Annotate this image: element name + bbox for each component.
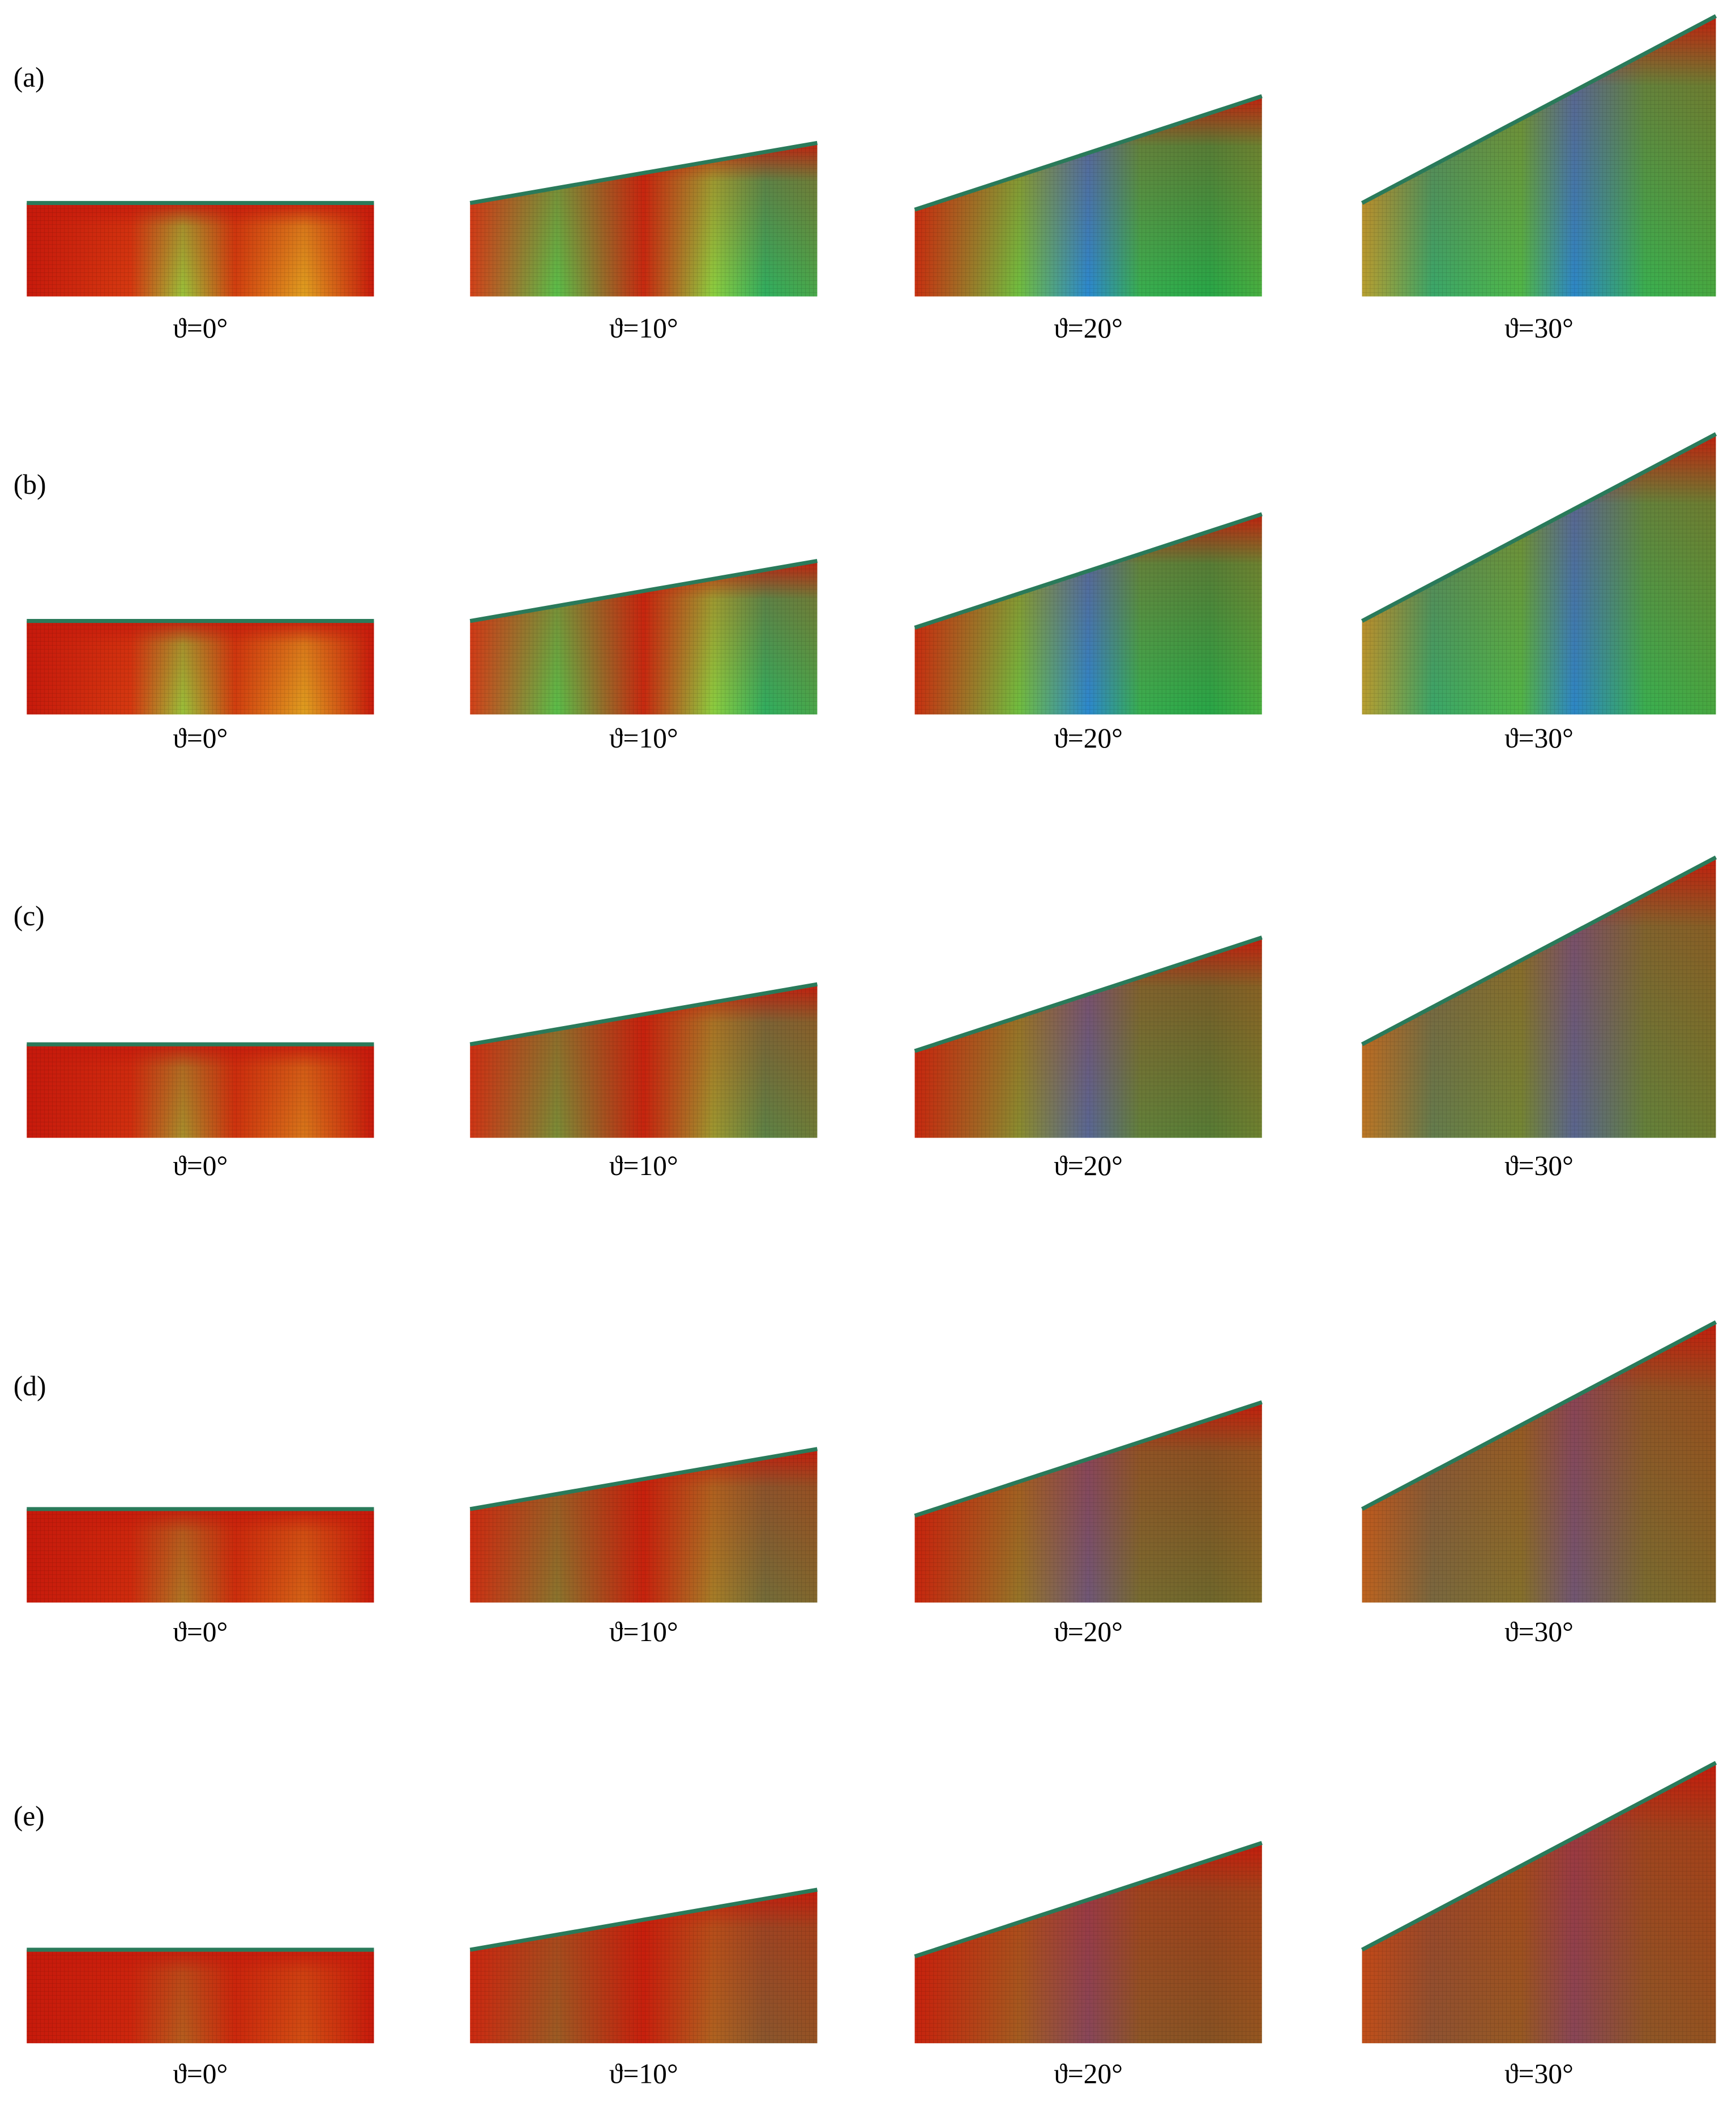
- panel-caption: ϑ=0°: [173, 1150, 228, 1181]
- surface-mesh: [1362, 1322, 1716, 1603]
- surface-mesh: [470, 561, 818, 715]
- top-edge: [914, 94, 1263, 212]
- panel-caption: ϑ=30°: [1504, 313, 1573, 344]
- top-edge: [1361, 14, 1717, 205]
- top-edge: [914, 1400, 1263, 1518]
- row-label: (b): [14, 469, 46, 500]
- panel-caption: ϑ=20°: [1054, 2058, 1123, 2089]
- panel-caption: ϑ=10°: [609, 1150, 678, 1181]
- surface-mesh: [914, 514, 1262, 715]
- simulation-panel: ϑ=10°: [469, 982, 818, 1181]
- figure-row: (c) ϑ=0° ϑ=10° ϑ=20° ϑ=30°: [14, 855, 1717, 1181]
- top-edge: [914, 935, 1263, 1053]
- panel-caption: ϑ=30°: [1504, 1616, 1573, 1647]
- surface-mesh: [27, 1509, 374, 1603]
- figure-row: (b) ϑ=0° ϑ=10° ϑ=20° ϑ=30°: [14, 432, 1717, 754]
- simulation-panel: ϑ=30°: [1361, 14, 1717, 344]
- top-edge: [1361, 1320, 1717, 1511]
- simulation-panel: ϑ=10°: [469, 1447, 818, 1647]
- panel-caption: ϑ=20°: [1054, 1616, 1123, 1647]
- row-label: (c): [14, 900, 45, 932]
- top-edge: [469, 982, 818, 1046]
- simulation-panel: ϑ=0°: [27, 200, 374, 344]
- simulation-panel: ϑ=20°: [914, 935, 1263, 1181]
- surface-mesh: [914, 1402, 1262, 1603]
- panel-caption: ϑ=0°: [173, 313, 228, 344]
- simulation-panel: ϑ=30°: [1361, 432, 1717, 754]
- surface-mesh: [27, 1044, 374, 1138]
- simulation-panel: ϑ=20°: [914, 1400, 1263, 1647]
- surface-mesh: [1362, 857, 1716, 1138]
- top-edge: [914, 1841, 1263, 1959]
- surface-mesh: [914, 1843, 1262, 2044]
- panel-caption: ϑ=10°: [609, 1616, 678, 1647]
- simulation-panel: ϑ=20°: [914, 512, 1263, 754]
- figure-row: (a) ϑ=0° ϑ=10° ϑ=20° ϑ=30°: [14, 14, 1717, 344]
- panel-caption: ϑ=20°: [1054, 313, 1123, 344]
- simulation-panel: ϑ=10°: [469, 558, 818, 754]
- figure-row: (d) ϑ=0° ϑ=10° ϑ=20° ϑ=30°: [14, 1320, 1717, 1647]
- simulation-panel: ϑ=10°: [469, 1887, 818, 2089]
- panel-caption: ϑ=0°: [173, 723, 228, 754]
- top-edge: [1361, 855, 1717, 1046]
- surface-mesh: [914, 96, 1262, 297]
- simulation-panel: ϑ=30°: [1361, 855, 1717, 1181]
- simulation-panel: ϑ=0°: [27, 1042, 374, 1181]
- top-edge: [469, 558, 818, 623]
- surface-mesh: [1362, 16, 1716, 297]
- panel-caption: ϑ=0°: [173, 2058, 228, 2089]
- top-edge: [914, 512, 1263, 630]
- surface-mesh: [27, 203, 374, 297]
- panel-caption: ϑ=30°: [1504, 2058, 1573, 2089]
- simulation-panel: ϑ=0°: [27, 1507, 374, 1647]
- surface-mesh: [1362, 434, 1716, 715]
- surface-mesh: [470, 984, 818, 1138]
- top-edge: [1361, 432, 1717, 623]
- figure-row: (e) ϑ=0° ϑ=10° ϑ=20° ϑ=30°: [14, 1761, 1717, 2089]
- panel-caption: ϑ=0°: [173, 1616, 228, 1647]
- surface-mesh: [27, 621, 374, 715]
- row-label: (e): [14, 1800, 45, 1831]
- surface-mesh: [27, 1950, 374, 2044]
- simulation-panel: ϑ=20°: [914, 1841, 1263, 2089]
- simulation-panel: ϑ=10°: [469, 140, 818, 344]
- surface-mesh: [470, 143, 818, 297]
- surface-mesh: [914, 937, 1262, 1138]
- surface-mesh: [470, 1889, 818, 2044]
- simulation-panel: ϑ=0°: [27, 619, 374, 754]
- simulation-panel: ϑ=30°: [1361, 1320, 1717, 1647]
- row-label: (d): [14, 1370, 46, 1402]
- panel-caption: ϑ=30°: [1504, 1150, 1573, 1181]
- surface-mesh: [470, 1449, 818, 1603]
- top-edge: [469, 1887, 818, 1952]
- panel-caption: ϑ=20°: [1054, 1150, 1123, 1181]
- surface-mesh: [1362, 1762, 1716, 2044]
- panel-caption: ϑ=10°: [609, 723, 678, 754]
- simulation-panel: ϑ=0°: [27, 1947, 374, 2089]
- panel-caption: ϑ=10°: [609, 2058, 678, 2089]
- top-edge: [469, 1447, 818, 1511]
- top-edge: [469, 140, 818, 205]
- row-label: (a): [14, 62, 45, 93]
- top-edge: [1361, 1761, 1717, 1952]
- simulation-panel: ϑ=20°: [914, 94, 1263, 344]
- simulation-panel: ϑ=30°: [1361, 1761, 1717, 2089]
- panel-caption: ϑ=30°: [1504, 723, 1573, 754]
- panel-caption: ϑ=10°: [609, 313, 678, 344]
- panel-caption: ϑ=20°: [1054, 723, 1123, 754]
